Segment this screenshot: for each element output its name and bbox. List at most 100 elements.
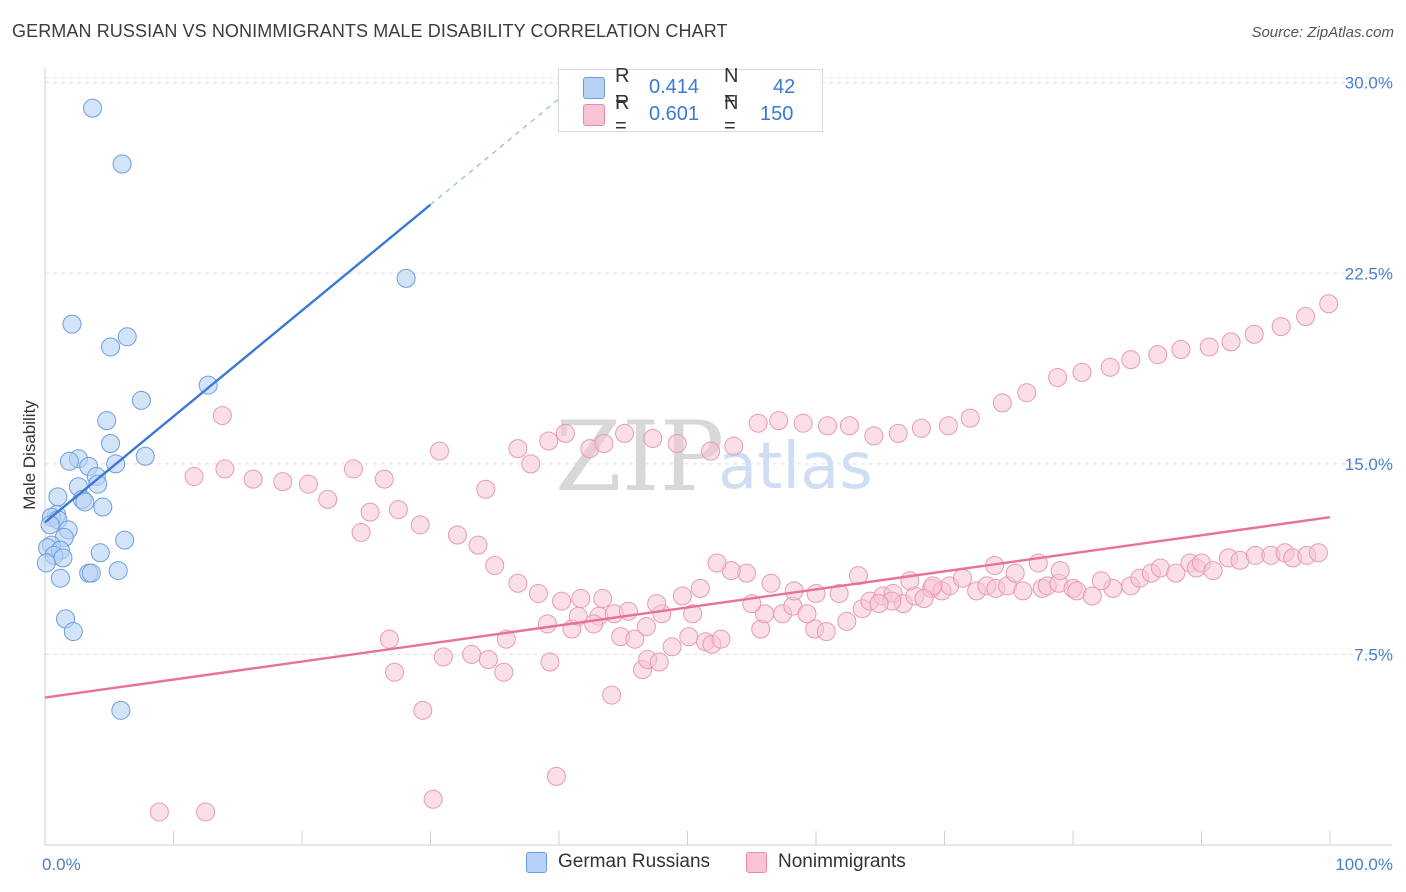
- tick-labels: 7.5% 15.0% 22.5% 30.0% 0.0% 100.0%: [42, 74, 1393, 874]
- nonimmigrants-point: [1121, 350, 1141, 370]
- nonimmigrants-point: [888, 423, 908, 443]
- nonimmigrants-point: [914, 589, 934, 609]
- german-russians-point: [50, 568, 70, 588]
- nonimmigrants-point: [602, 685, 622, 705]
- nonimmigrants-point: [343, 459, 363, 479]
- nonimmigrants-point: [215, 459, 235, 479]
- axes: [44, 68, 1392, 846]
- nonimmigrants-point: [552, 591, 572, 611]
- nonimmigrants-point: [539, 431, 559, 451]
- nonimmigrants-point: [701, 441, 721, 461]
- nonimmigrants-point: [1017, 383, 1037, 403]
- nonimmigrants-point: [839, 416, 859, 436]
- nonimmigrants-point: [679, 627, 699, 647]
- nonimmigrants-point: [1199, 337, 1219, 357]
- nonimmigrants-point: [478, 650, 498, 670]
- nonimmigrants-point: [374, 469, 394, 489]
- nonimmigrants-point: [1221, 332, 1241, 352]
- legend-n-label: N =: [724, 91, 739, 137]
- legend-swatch-german-russians: [583, 77, 605, 99]
- y-tick-label: 22.5%: [1345, 264, 1393, 283]
- german-russians-point: [396, 268, 416, 288]
- nonimmigrants-point: [243, 469, 263, 489]
- chart-title: GERMAN RUSSIAN VS NONIMMIGRANTS MALE DIS…: [12, 21, 728, 41]
- nonimmigrants-point: [829, 583, 849, 603]
- nonimmigrants-point: [593, 589, 613, 609]
- x-tick-label: 100.0%: [1335, 855, 1393, 874]
- german-russians-point: [93, 497, 113, 517]
- nonimmigrants-point: [149, 802, 169, 822]
- legend-r-label: R =: [615, 64, 630, 110]
- nonimmigrants-point: [379, 629, 399, 649]
- german-russians-point: [36, 553, 56, 573]
- nonimmigrants-point: [528, 583, 548, 603]
- nonimmigrants-point: [615, 423, 635, 443]
- nonimmigrants-point: [351, 522, 371, 542]
- german-russians-trend-extension: [430, 77, 586, 206]
- nonimmigrants-point: [508, 439, 528, 459]
- nonimmigrants-point: [748, 413, 768, 433]
- nonimmigrants-point: [1005, 563, 1025, 583]
- nonimmigrants-point: [462, 644, 482, 664]
- watermark-atlas: atlas: [718, 430, 873, 504]
- nonimmigrants-point: [555, 423, 575, 443]
- nonimmigrants-point: [911, 418, 931, 438]
- nonimmigrants-point: [385, 662, 405, 682]
- nonimmigrants-point: [273, 472, 293, 492]
- german-russians-point: [53, 548, 73, 568]
- legend-swatch-nonimmigrants: [583, 104, 605, 126]
- nonimmigrants-point: [571, 589, 591, 609]
- nonimmigrants-point: [1100, 357, 1120, 377]
- bottom-legend-swatch-nonimmigrants: [746, 851, 767, 873]
- nonimmigrants-point: [864, 426, 884, 446]
- nonimmigrants-point: [1171, 340, 1191, 360]
- german-russians-point: [101, 337, 121, 357]
- nonimmigrants-point: [1166, 563, 1186, 583]
- german-russians-point: [75, 492, 95, 512]
- nonimmigrants-point: [508, 573, 528, 593]
- nonimmigrants-point: [494, 662, 514, 682]
- nonimmigrants-point: [1244, 324, 1264, 344]
- nonimmigrants-point: [546, 766, 566, 786]
- german-russians-point: [63, 622, 83, 642]
- nonimmigrants-point: [683, 604, 703, 624]
- nonimmigrants-point: [724, 436, 744, 456]
- bottom-legend-german-russians: German Russians: [526, 851, 710, 873]
- nonimmigrants-point: [410, 515, 430, 535]
- nonimmigrants-point: [793, 413, 813, 433]
- nonimmigrants-point: [521, 454, 541, 474]
- bottom-legend-swatch-german-russians: [526, 851, 547, 873]
- nonimmigrants-point: [429, 441, 449, 461]
- nonimmigrants-point: [711, 629, 731, 649]
- nonimmigrants-point: [761, 573, 781, 593]
- nonimmigrants-point: [1013, 581, 1033, 601]
- legend-n-label: N =: [724, 64, 739, 110]
- nonimmigrants-point: [1308, 543, 1328, 563]
- nonimmigrants-point: [212, 406, 232, 426]
- german-russians-point: [108, 561, 128, 581]
- nonimmigrants-point: [196, 802, 216, 822]
- nonimmigrants-point: [649, 652, 669, 672]
- nonimmigrants-point: [1048, 367, 1068, 387]
- bottom-legend-nonimmigrants: Nonimmigrants: [746, 851, 906, 873]
- watermark: ZIP atlas: [555, 401, 873, 513]
- nonimmigrants-trend-line: [44, 516, 1331, 699]
- nonimmigrants-point: [184, 467, 204, 487]
- nonimmigrants-point: [690, 578, 710, 598]
- nonimmigrants-point: [1319, 294, 1339, 314]
- nonimmigrants-point: [797, 604, 817, 624]
- y-tick-label: 30.0%: [1345, 74, 1393, 93]
- nonimmigrants-point: [636, 616, 656, 636]
- german-russians-point: [111, 700, 131, 720]
- german-russians-point: [117, 327, 137, 347]
- nonimmigrants-point: [1271, 317, 1291, 337]
- nonimmigrants-point: [769, 411, 789, 431]
- nonimmigrants-point: [667, 434, 687, 454]
- nonimmigrants-point: [1148, 345, 1168, 365]
- nonimmigrants-point: [468, 535, 488, 555]
- nonimmigrants-points: [149, 294, 1339, 822]
- nonimmigrants-point: [423, 789, 443, 809]
- correlation-legend: R = 0.414 N = 42 R = 0.601 N = 150: [558, 65, 823, 137]
- nonimmigrants-point: [1072, 362, 1092, 382]
- nonimmigrants-point: [388, 500, 408, 520]
